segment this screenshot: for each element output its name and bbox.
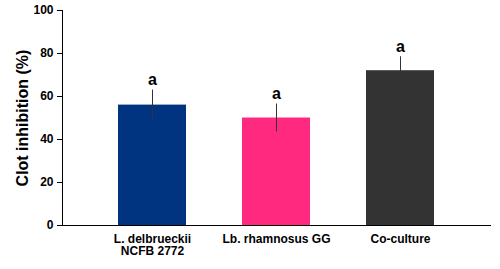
svg-text:Lb. rhamnosus GG: Lb. rhamnosus GG: [222, 232, 330, 246]
svg-text:a: a: [396, 38, 405, 55]
svg-text:a: a: [272, 85, 281, 102]
svg-text:40: 40: [40, 132, 54, 146]
svg-text:Clot inhibition (%): Clot inhibition (%): [14, 50, 31, 187]
svg-text:100: 100: [33, 3, 53, 17]
svg-text:Co-culture: Co-culture: [371, 232, 431, 246]
svg-text:80: 80: [40, 46, 54, 60]
svg-text:L. delbrueckiiNCFB 2772: L. delbrueckiiNCFB 2772: [114, 232, 191, 258]
svg-text:a: a: [148, 71, 157, 88]
svg-text:0: 0: [47, 218, 54, 232]
svg-text:60: 60: [40, 89, 54, 103]
svg-text:20: 20: [40, 175, 54, 189]
